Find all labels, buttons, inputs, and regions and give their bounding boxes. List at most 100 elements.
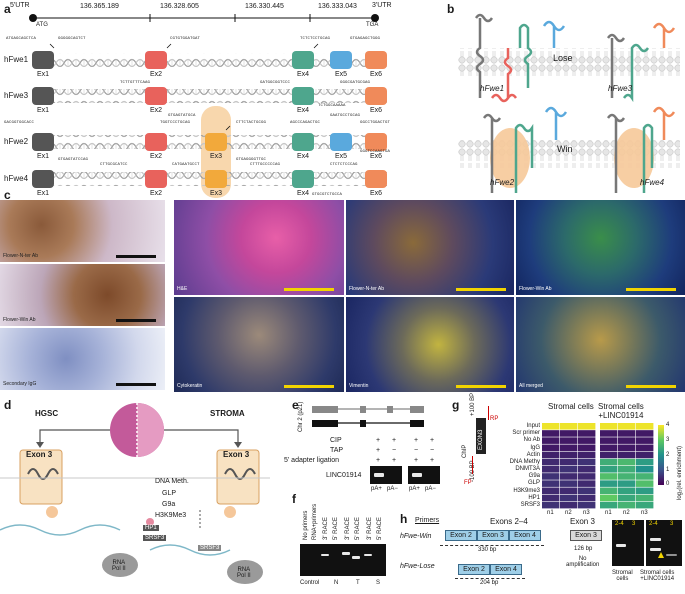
exon-label: Ex5 — [334, 153, 348, 160]
gel-band — [412, 473, 422, 477]
group-label: Control — [300, 580, 320, 586]
isoform-name-1: hFwe1 — [4, 55, 29, 64]
seq-label: TCTCTCCTGCAG — [300, 37, 331, 41]
seq-label: GGGCGATGCGAG — [340, 81, 371, 85]
fwe1-label: hFwe1 — [480, 84, 505, 93]
heatmap-cell — [636, 437, 654, 444]
fp-label: FP — [464, 480, 472, 486]
chr-label: Chr 2 (p21) — [298, 401, 304, 432]
flower-win-image: Flower-Win Ab — [516, 200, 685, 295]
exon-label: Ex6 — [369, 71, 383, 78]
gel-band — [666, 554, 677, 556]
win-label: Win — [557, 144, 573, 154]
heatmap-cell — [618, 458, 636, 466]
heatmap-cell — [560, 487, 578, 495]
heatmap-cell — [600, 473, 618, 480]
rp-arrow — [488, 406, 489, 420]
seq-label: ATGAGCAGCTCA — [6, 37, 37, 41]
panel-label-g: g — [452, 398, 460, 412]
gel-e-left — [370, 466, 402, 484]
scale-bar — [116, 319, 156, 322]
stroma-label: STROMA — [210, 409, 245, 418]
utr5-label: 5'UTR — [10, 2, 30, 9]
gel-band — [650, 548, 661, 551]
lane-label: 5' RACE — [333, 517, 339, 540]
heatmap-cell — [542, 480, 560, 487]
sign: + — [430, 437, 435, 444]
heatmap-cell — [600, 423, 618, 430]
lose-label: hFwe-Lose — [400, 563, 435, 570]
heatmap-cell — [636, 487, 654, 495]
g9a-label: G9a — [162, 501, 176, 508]
seq-label: GAATGCCTGCAG — [330, 114, 361, 118]
h3k9-label: H3K9Me3 — [155, 512, 187, 519]
gel-label-right: Stromal cells +LINC01914 — [640, 570, 675, 582]
heatmap-cell — [636, 430, 654, 437]
gel-band — [616, 544, 626, 547]
heatmap-title-left: Stromal cells — [548, 402, 594, 411]
heatmap-cell — [578, 501, 596, 509]
heatmap-row-label: HP1 — [528, 494, 540, 501]
heatmap-title-right: Stromal cells +LINC01914 — [598, 402, 644, 420]
panel-label-f: f — [292, 492, 296, 506]
noamp-label: No amplification — [566, 556, 600, 568]
exon-label: Ex6 — [369, 107, 383, 114]
heatmap-cell — [600, 466, 618, 473]
heatmap-col-label: n2 — [623, 510, 630, 516]
lane-label: No primers — [303, 510, 309, 540]
utr3-label: 3'UTR — [372, 2, 392, 9]
heatmap-cell — [542, 501, 560, 509]
exon3-label-left: Exon 3 — [26, 450, 53, 459]
colorbar — [658, 425, 664, 485]
colorbar-label: log₂(rel. enrichment) — [677, 445, 683, 500]
heatmap-cell — [560, 480, 578, 487]
heatmap-cell — [560, 437, 578, 444]
heatmap-row-label: G9a — [528, 473, 540, 480]
seq-label: GGGTCCAAGTGA — [360, 150, 391, 154]
exon-label: Ex4 — [296, 190, 310, 197]
heatmap-cell — [542, 466, 560, 473]
lane-label: pA− — [387, 486, 398, 492]
scale-bar — [116, 255, 156, 258]
sign: − — [414, 447, 419, 454]
seq-label: GTGAGTATCCAG — [58, 158, 89, 162]
heatmap-row-label: GLP — [527, 480, 540, 487]
heatmap-cell — [542, 437, 560, 444]
heatmap-cell — [618, 423, 636, 430]
seq-label: GGGGGCAGTCT — [58, 37, 86, 41]
lane-label: 3' RACE — [323, 517, 329, 540]
panel-label-a: a — [4, 2, 11, 16]
heatmap-col-label: n1 — [547, 510, 554, 516]
lane-label: 5' RACE — [355, 517, 361, 540]
scale-bar — [626, 288, 676, 291]
heatmap-cell — [542, 451, 560, 459]
rna-pol-right: RNA Pol II — [237, 567, 251, 579]
panel-label-b: b — [447, 2, 455, 16]
seq-label: GATGGCGGTCCC — [260, 81, 291, 85]
heatmap-cell — [618, 494, 636, 502]
coord-2: 136.328.605 — [160, 3, 199, 10]
bp330-label: 330 bp — [478, 547, 497, 553]
lane-label: pA− — [425, 486, 436, 492]
fluor-label: Flower-N-ter Ab — [349, 286, 385, 292]
gel-band — [364, 554, 372, 556]
ihc-image-1: Flower-N-ter Ab — [0, 200, 165, 262]
exon-label: Ex1 — [36, 190, 50, 197]
exon-label: Ex4 — [296, 153, 310, 160]
cytokeratin-image: Cytokeratin — [174, 297, 344, 392]
gel-band — [374, 473, 384, 477]
mechanism-diagram — [0, 403, 270, 584]
fluor-label: Cytokeratin — [177, 383, 203, 389]
seq-label: GTGAGGGGTTGC — [236, 158, 267, 162]
seq-label: CTTTGCCCCCAG — [250, 163, 281, 167]
gel-band — [650, 538, 661, 541]
exon-label: Ex3 — [209, 190, 223, 197]
heatmap-cell — [560, 458, 578, 466]
sign: + — [376, 437, 381, 444]
heatmap-cell — [560, 466, 578, 473]
genomic-scale — [29, 14, 379, 22]
heatmap-cell — [636, 458, 654, 466]
heatmap — [542, 423, 654, 509]
lose-exon2: Exon 2 — [458, 564, 490, 575]
ihc-image-2: Flower-Win Ab — [0, 264, 165, 326]
